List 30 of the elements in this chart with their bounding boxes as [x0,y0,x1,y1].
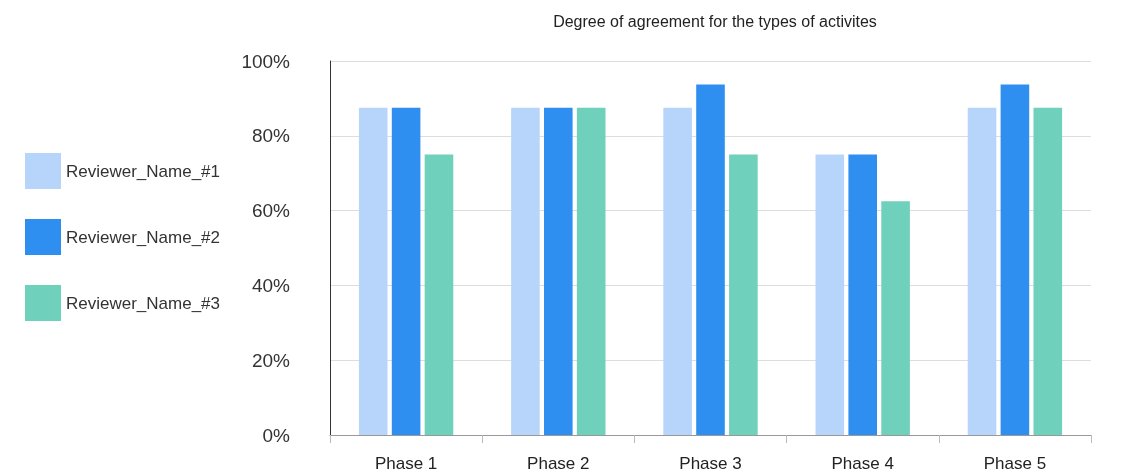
x-tick-label: Phase 5 [983,454,1047,473]
bar [1000,84,1030,435]
bar [881,201,910,435]
x-tick-label: Phase 2 [527,454,590,473]
y-tick-label: 80% [251,125,291,147]
bar [967,107,997,435]
x-tick-label: Phase 4 [831,454,894,473]
y-tick-label: 100% [241,50,291,72]
legend-label: Reviewer_Name_#3 [66,293,221,313]
bar [544,107,573,435]
bar [1033,107,1063,435]
bar [424,154,454,435]
bar [729,154,758,435]
bar [511,107,540,435]
chart-title: Degree of agreement for the types of activites [553,12,877,30]
x-tick-label: Phase 3 [679,454,742,473]
bar [663,107,692,435]
y-tick-label: 60% [251,200,291,222]
y-tick-label: 20% [251,349,291,371]
bar [358,107,388,435]
legend-label: Reviewer_Name_#2 [66,227,221,247]
bar [696,84,725,435]
bar [576,107,606,435]
bar [848,154,877,435]
x-tick-label: Phase 1 [374,454,438,473]
bar [815,154,845,435]
y-tick-label: 40% [251,274,291,296]
bar [391,107,421,435]
legend-label: Reviewer_Name_#1 [66,161,221,181]
y-tick-label: 0% [262,424,291,446]
